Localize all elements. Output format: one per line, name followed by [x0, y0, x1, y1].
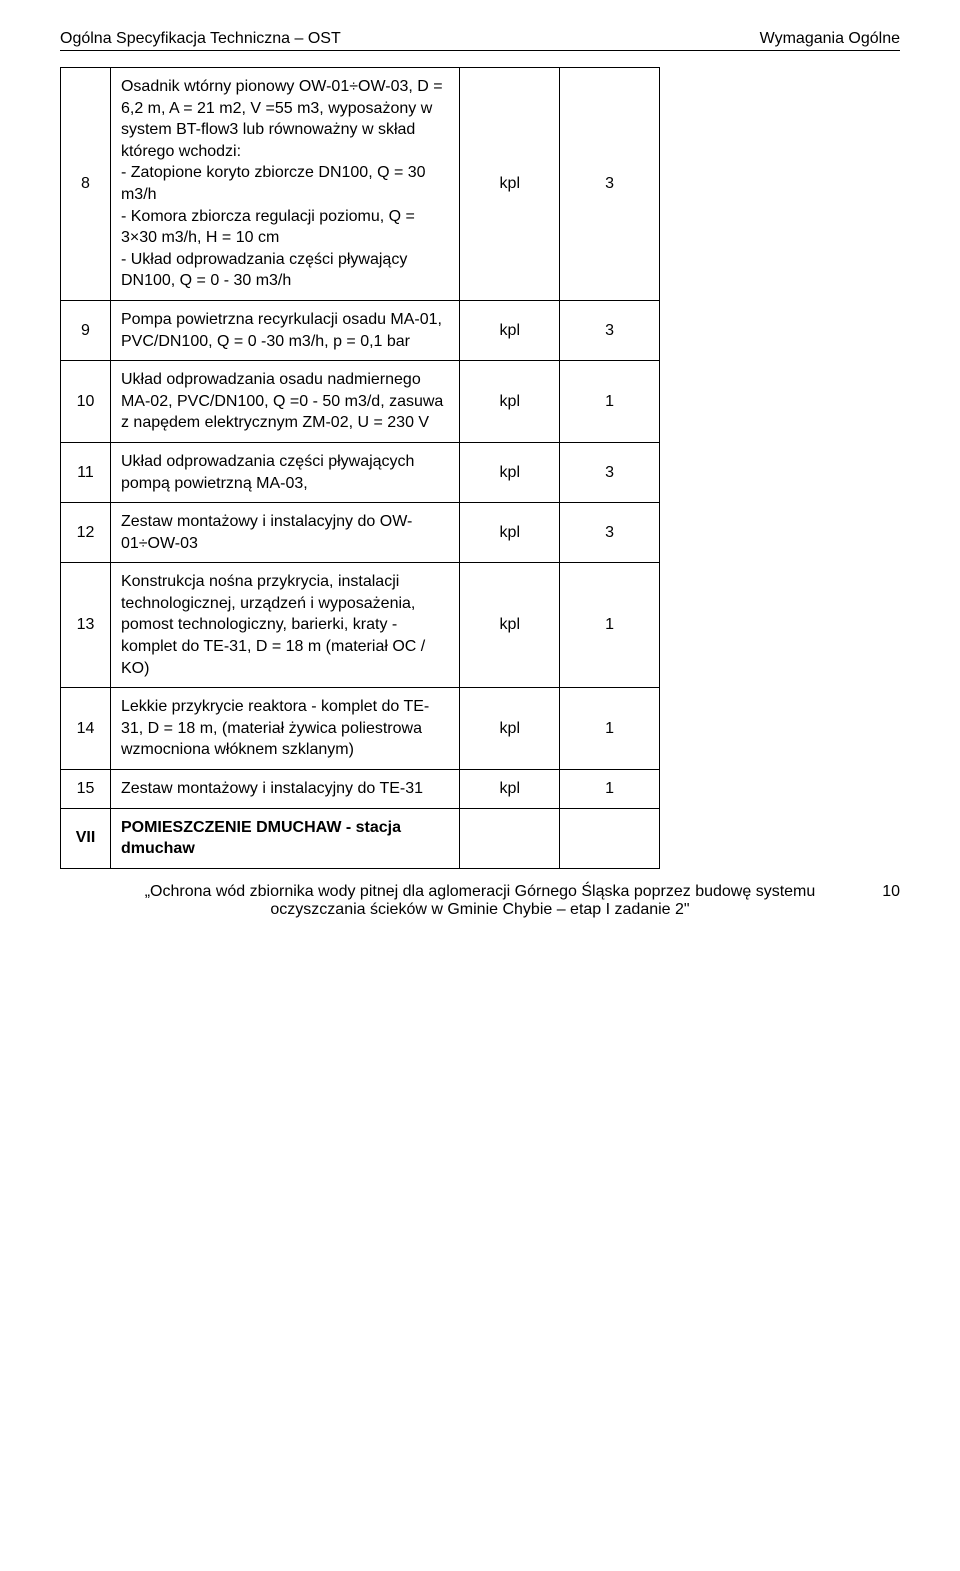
row-unit: kpl: [460, 442, 560, 502]
row-number: 13: [61, 563, 111, 688]
table-row: 15Zestaw montażowy i instalacyjny do TE-…: [61, 770, 660, 809]
row-number: 11: [61, 442, 111, 502]
row-number: VII: [61, 808, 111, 868]
row-number: 8: [61, 68, 111, 301]
row-number: 10: [61, 361, 111, 443]
table-row: 8Osadnik wtórny pionowy OW-01÷OW-03, D =…: [61, 68, 660, 301]
row-description: Układ odprowadzania osadu nadmiernego MA…: [110, 361, 459, 443]
specification-table: 8Osadnik wtórny pionowy OW-01÷OW-03, D =…: [60, 67, 660, 869]
row-description: Układ odprowadzania części pływających p…: [110, 442, 459, 502]
document-page: Ogólna Specyfikacja Techniczna – OST Wym…: [0, 0, 960, 939]
row-description: Osadnik wtórny pionowy OW-01÷OW-03, D = …: [110, 68, 459, 301]
row-quantity: [560, 808, 660, 868]
row-unit: kpl: [460, 688, 560, 770]
row-description: POMIESZCZENIE DMUCHAW - stacja dmuchaw: [110, 808, 459, 868]
row-quantity: 3: [560, 503, 660, 563]
row-unit: [460, 808, 560, 868]
row-quantity: 3: [560, 442, 660, 502]
row-unit: kpl: [460, 361, 560, 443]
page-header: Ogólna Specyfikacja Techniczna – OST Wym…: [60, 30, 900, 51]
table-row: 10Układ odprowadzania osadu nadmiernego …: [61, 361, 660, 443]
row-quantity: 1: [560, 770, 660, 809]
row-description: Zestaw montażowy i instalacyjny do OW-01…: [110, 503, 459, 563]
table-body: 8Osadnik wtórny pionowy OW-01÷OW-03, D =…: [61, 68, 660, 869]
row-number: 15: [61, 770, 111, 809]
table-row: VIIPOMIESZCZENIE DMUCHAW - stacja dmucha…: [61, 808, 660, 868]
row-number: 14: [61, 688, 111, 770]
row-description: Pompa powietrzna recyrkulacji osadu MA-0…: [110, 300, 459, 360]
header-right: Wymagania Ogólne: [760, 30, 900, 48]
header-left: Ogólna Specyfikacja Techniczna – OST: [60, 30, 341, 48]
row-unit: kpl: [460, 68, 560, 301]
footer-line1: „Ochrona wód zbiornika wody pitnej dla a…: [145, 883, 816, 900]
row-unit: kpl: [460, 300, 560, 360]
row-quantity: 1: [560, 688, 660, 770]
table-row: 12Zestaw montażowy i instalacyjny do OW-…: [61, 503, 660, 563]
table-row: 14Lekkie przykrycie reaktora - komplet d…: [61, 688, 660, 770]
table-row: 9Pompa powietrzna recyrkulacji osadu MA-…: [61, 300, 660, 360]
page-number: 10: [882, 883, 900, 901]
table-row: 11Układ odprowadzania części pływających…: [61, 442, 660, 502]
row-number: 9: [61, 300, 111, 360]
row-unit: kpl: [460, 563, 560, 688]
row-quantity: 1: [560, 361, 660, 443]
row-quantity: 1: [560, 563, 660, 688]
table-row: 13Konstrukcja nośna przykrycia, instalac…: [61, 563, 660, 688]
row-description: Konstrukcja nośna przykrycia, instalacji…: [110, 563, 459, 688]
row-description: Zestaw montażowy i instalacyjny do TE-31: [110, 770, 459, 809]
row-unit: kpl: [460, 770, 560, 809]
page-footer: „Ochrona wód zbiornika wody pitnej dla a…: [60, 883, 900, 919]
footer-line2: oczyszczania ścieków w Gminie Chybie – e…: [270, 901, 689, 918]
row-description: Lekkie przykrycie reaktora - komplet do …: [110, 688, 459, 770]
row-number: 12: [61, 503, 111, 563]
row-unit: kpl: [460, 503, 560, 563]
row-quantity: 3: [560, 300, 660, 360]
row-quantity: 3: [560, 68, 660, 301]
